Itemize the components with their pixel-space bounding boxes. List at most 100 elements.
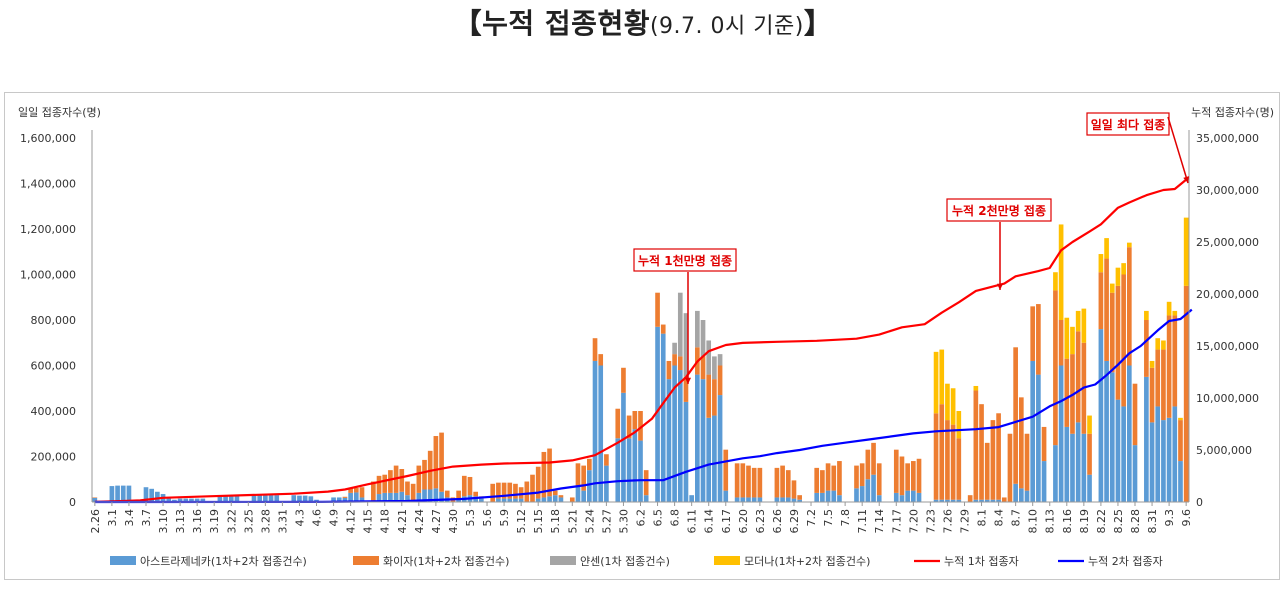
bar-az xyxy=(405,495,410,502)
bar-az xyxy=(359,497,365,502)
legend-label-az: 아스트라제네카(1차+2차 접종건수) xyxy=(140,555,307,568)
bar-pfizer xyxy=(973,390,979,500)
bar-janssen xyxy=(700,320,706,357)
x-tick-label: 6.8 xyxy=(669,509,682,527)
callout-arrowhead xyxy=(996,283,1004,290)
bar-az xyxy=(859,486,865,502)
bar-az xyxy=(791,498,797,502)
bar-pfizer xyxy=(626,415,632,439)
bar-pfizer xyxy=(621,367,626,393)
bar-moderna xyxy=(1104,238,1109,259)
bar-az xyxy=(1013,483,1018,502)
bar-az xyxy=(456,498,461,502)
bar-az xyxy=(541,497,547,502)
bar-az xyxy=(973,499,979,502)
bar-az xyxy=(706,417,712,502)
bar-pfizer xyxy=(1121,274,1126,407)
bar-moderna xyxy=(1183,217,1189,286)
bar-az xyxy=(683,401,689,502)
bar-pfizer xyxy=(422,459,427,490)
bar-az xyxy=(336,497,342,502)
bar-pfizer xyxy=(1149,367,1155,423)
bar-az xyxy=(837,495,842,502)
x-tick-label: 6.26 xyxy=(771,509,784,534)
bar-moderna xyxy=(939,349,945,405)
bar-pfizer xyxy=(575,463,581,487)
bar-moderna xyxy=(945,383,950,421)
bar-az xyxy=(427,489,433,502)
x-tick-label: 7.14 xyxy=(873,509,886,534)
bar-pfizer xyxy=(638,411,643,441)
bar-pfizer xyxy=(933,413,939,500)
bar-pfizer xyxy=(371,481,376,502)
bar-az xyxy=(518,498,524,502)
bar-az xyxy=(149,488,155,502)
bar-az xyxy=(774,497,780,502)
x-tick-label: 7.11 xyxy=(856,509,869,534)
bar-az xyxy=(166,497,172,502)
x-tick-label: 3.10 xyxy=(157,509,170,534)
x-tick-label: 4.9 xyxy=(328,509,341,527)
bar-az xyxy=(899,495,905,502)
right-tick-label: 0 xyxy=(1196,496,1203,509)
bar-pfizer xyxy=(1018,397,1024,489)
x-tick-label: 7.17 xyxy=(890,509,903,534)
bar-janssen xyxy=(672,342,677,355)
legend-label-pfizer: 화이자(1차+2차 접종건수) xyxy=(383,555,509,568)
x-tick-label: 5.15 xyxy=(532,509,545,534)
x-tick-label: 8.4 xyxy=(993,509,1006,527)
chart-legend: 아스트라제네카(1차+2차 접종건수) 화이자(1차+2차 접종건수) 얀센(1차 … xyxy=(110,554,1163,568)
left-tick-label: 1,600,000 xyxy=(20,132,76,145)
bar-pfizer xyxy=(92,497,98,498)
bar-pfizer xyxy=(655,292,660,327)
bar-moderna xyxy=(1087,415,1092,434)
bar-az xyxy=(996,499,1001,502)
bar-az xyxy=(871,474,876,502)
bar-moderna xyxy=(1064,317,1070,359)
x-tick-label: 7.23 xyxy=(924,509,937,534)
bar-az xyxy=(376,494,382,502)
x-tick-label: 6.29 xyxy=(788,509,801,534)
bar-pfizer xyxy=(1041,426,1047,462)
bar-az xyxy=(433,488,439,502)
x-tick-label: 5.9 xyxy=(498,509,511,527)
bar-moderna xyxy=(1166,301,1172,316)
bar-az xyxy=(1166,417,1172,502)
bar-az xyxy=(717,395,723,502)
bar-az xyxy=(660,333,666,502)
bar-pfizer xyxy=(530,474,535,502)
bar-pfizer xyxy=(677,356,683,371)
x-tick-label: 3.31 xyxy=(276,509,289,534)
line-cum2 xyxy=(94,308,1193,504)
bar-pfizer xyxy=(473,491,478,497)
page-title: 【누적 접종현황(9.7. 0시 기준)】 xyxy=(0,2,1286,42)
x-tick-label: 4.18 xyxy=(379,509,392,534)
bar-pfizer xyxy=(444,490,450,498)
x-tick-label: 5.18 xyxy=(549,509,562,534)
bar-moderna xyxy=(1121,263,1126,275)
chart-axes: 일일 접종자수(명) 누적 접종자수(명) 0 200,000 400,000 600,0… xyxy=(18,105,1274,534)
x-tick-label: 7.2 xyxy=(805,509,818,527)
bar-az xyxy=(348,492,353,502)
bar-pfizer xyxy=(1109,292,1115,373)
bar-moderna xyxy=(1161,340,1166,350)
bar-az xyxy=(723,490,729,502)
bar-pfizer xyxy=(353,487,359,493)
x-tick-label: 3.19 xyxy=(208,509,221,534)
x-tick-label: 7.29 xyxy=(958,509,971,534)
x-tick-label: 5.24 xyxy=(583,509,596,534)
x-tick-label: 6.5 xyxy=(652,509,665,527)
bar-az xyxy=(666,379,672,502)
chart-frame xyxy=(4,92,1280,580)
right-axis-label: 누적 접종자수(명) xyxy=(1191,106,1274,119)
bar-pfizer xyxy=(700,356,706,380)
bar-az xyxy=(1172,406,1178,502)
bar-pfizer xyxy=(746,465,751,498)
bar-pfizer xyxy=(706,374,712,418)
bar-pfizer xyxy=(1007,433,1013,502)
x-tick-label: 8.13 xyxy=(1044,509,1057,534)
x-tick-label: 6.11 xyxy=(686,509,699,534)
bar-pfizer xyxy=(785,470,791,498)
bar-pfizer xyxy=(734,463,740,498)
bar-moderna xyxy=(1155,338,1161,350)
